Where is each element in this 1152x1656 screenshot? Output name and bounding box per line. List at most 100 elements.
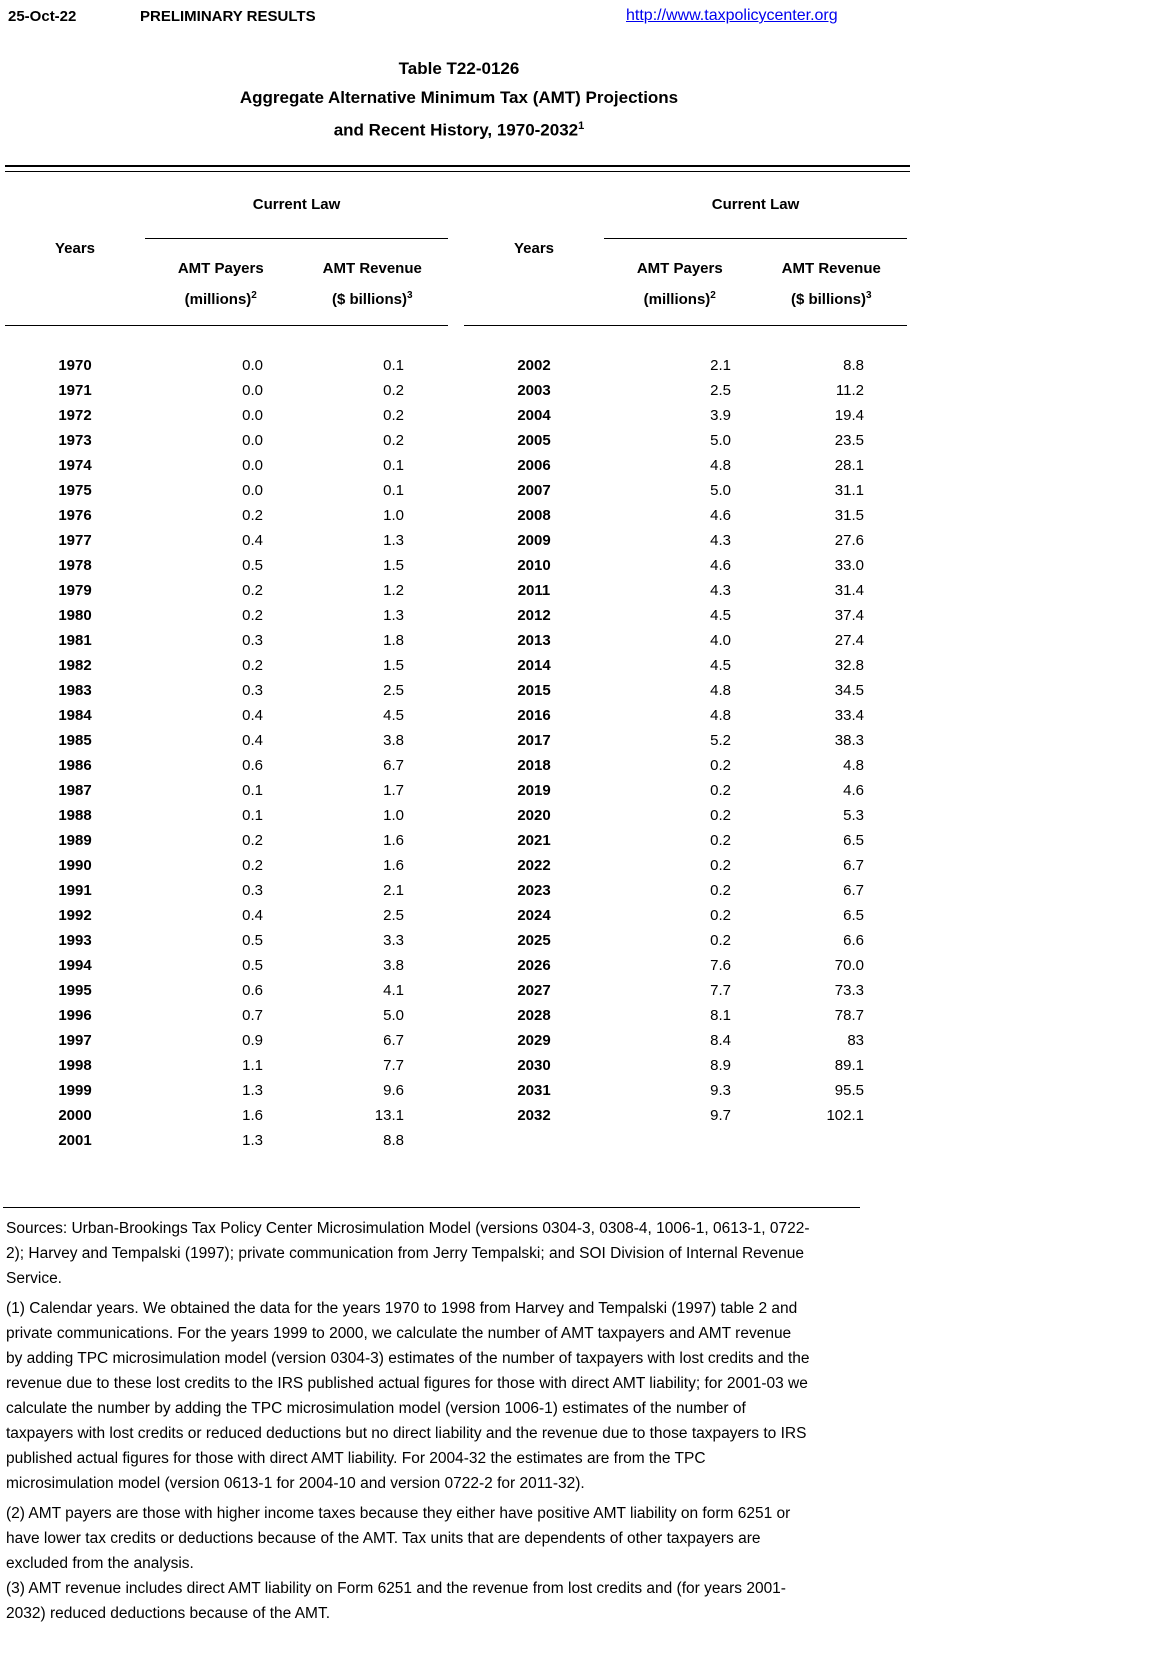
revenue-cell: 31.5	[834, 506, 864, 524]
payers-cell: 0.2	[242, 581, 263, 599]
revenue-cell: 31.4	[834, 581, 864, 599]
amt-revenue-header-right: AMT Revenue ($ billions)3	[781, 259, 881, 308]
revenue-cell: 1.7	[383, 781, 404, 799]
revenue-cell: 78.7	[834, 1006, 864, 1024]
payers-cell: 0.1	[242, 781, 263, 799]
revenue-cell: 7.7	[383, 1056, 404, 1074]
year-cell: 1992	[58, 906, 92, 924]
payers-cell: 0.0	[242, 381, 263, 399]
table-row: 1981 0.3 1.8	[5, 628, 448, 653]
payers-cell: 0.3	[242, 881, 263, 899]
revenue-cell: 31.1	[834, 481, 864, 499]
payers-cell: 0.2	[710, 906, 731, 924]
payers-cell: 0.2	[710, 856, 731, 874]
table-row: 2020 0.2 5.3	[464, 803, 907, 828]
table-row: 1971 0.0 0.2	[5, 378, 448, 403]
payers-cell: 2.1	[710, 356, 731, 374]
table-row: 2006 4.8 28.1	[464, 453, 907, 478]
year-cell: 2008	[517, 506, 551, 524]
revenue-cell: 89.1	[834, 1056, 864, 1074]
payers-cell: 0.5	[242, 556, 263, 574]
table-row: 2024 0.2 6.5	[464, 903, 907, 928]
payers-cell: 0.0	[242, 356, 263, 374]
payers-cell: 4.6	[710, 506, 731, 524]
payers-cell: 0.2	[710, 806, 731, 824]
table-row: 1978 0.5 1.5	[5, 553, 448, 578]
payers-cell: 0.0	[242, 456, 263, 474]
year-cell: 1981	[58, 631, 92, 649]
payers-cell: 0.9	[242, 1031, 263, 1049]
left-table-header: Years Current Law AMT Payers (millions)2…	[5, 172, 448, 326]
year-cell: 1990	[58, 856, 92, 874]
payers-cell: 0.2	[242, 856, 263, 874]
table-row: 1983 0.3 2.5	[5, 678, 448, 703]
table-row: 1973 0.0 0.2	[5, 428, 448, 453]
revenue-cell: 2.1	[383, 881, 404, 899]
table-row: 2011 4.3 31.4	[464, 578, 907, 603]
footnotes-block: Sources: Urban-Brookings Tax Policy Cent…	[6, 1216, 811, 1626]
right-table-header: Years Current Law AMT Payers (millions)2…	[464, 172, 907, 326]
table-row: 1990 0.2 1.6	[5, 853, 448, 878]
footnote-1: (1) Calendar years. We obtained the data…	[6, 1299, 810, 1492]
payers-cell: 8.4	[710, 1031, 731, 1049]
revenue-cell: 3.3	[383, 931, 404, 949]
payers-cell: 0.0	[242, 406, 263, 424]
table-row: 2016 4.8 33.4	[464, 703, 907, 728]
revenue-cell: 83	[847, 1031, 864, 1049]
payers-cell: 1.1	[242, 1056, 263, 1074]
payers-cell: 0.2	[710, 931, 731, 949]
table-row: 1994 0.5 3.8	[5, 953, 448, 978]
payers-cell: 0.2	[242, 606, 263, 624]
payers-cell: 0.4	[242, 531, 263, 549]
table-row: 2025 0.2 6.6	[464, 928, 907, 953]
revenue-cell: 33.0	[834, 556, 864, 574]
table-top-rule	[5, 164, 910, 172]
table-row: 2013 4.0 27.4	[464, 628, 907, 653]
year-cell: 1988	[58, 806, 92, 824]
revenue-cell: 32.8	[834, 656, 864, 674]
revenue-cell: 4.6	[843, 781, 864, 799]
table-row: 2032 9.7 102.1	[464, 1103, 907, 1128]
year-cell: 1997	[58, 1031, 92, 1049]
payers-cell: 4.3	[710, 531, 731, 549]
year-cell: 2006	[517, 456, 551, 474]
revenue-cell: 27.4	[834, 631, 864, 649]
payers-cell: 4.0	[710, 631, 731, 649]
payers-cell: 5.0	[710, 481, 731, 499]
table-row: 2031 9.3 95.5	[464, 1078, 907, 1103]
payers-cell: 4.8	[710, 681, 731, 699]
preliminary-results-label: PRELIMINARY RESULTS	[140, 8, 316, 25]
payers-cell: 0.2	[710, 881, 731, 899]
table-row: 1988 0.1 1.0	[5, 803, 448, 828]
table-row: 1992 0.4 2.5	[5, 903, 448, 928]
payers-cell: 3.9	[710, 406, 731, 424]
year-cell: 2011	[517, 581, 551, 599]
revenue-cell: 0.2	[383, 406, 404, 424]
revenue-cell: 6.7	[383, 756, 404, 774]
year-cell: 1984	[58, 706, 92, 724]
year-cell: 2013	[517, 631, 551, 649]
revenue-cell: 6.5	[843, 906, 864, 924]
taxpolicycenter-link[interactable]: http://www.taxpolicycenter.org	[626, 7, 838, 24]
payers-cell: 0.2	[242, 506, 263, 524]
table-title-line2: Aggregate Alternative Minimum Tax (AMT) …	[239, 88, 679, 107]
revenue-cell: 1.8	[383, 631, 404, 649]
revenue-cell: 3.8	[383, 731, 404, 749]
year-cell: 2004	[517, 406, 551, 424]
current-law-spanner-left: Current Law	[145, 172, 448, 239]
payers-cell: 0.2	[710, 831, 731, 849]
table-row: 1999 1.3 9.6	[5, 1078, 448, 1103]
payers-cell: 0.0	[242, 481, 263, 499]
page-header: 25-Oct-22 PRELIMINARY RESULTS http://www…	[0, 0, 1152, 34]
year-cell: 2025	[517, 931, 551, 949]
year-cell: 1982	[58, 656, 92, 674]
revenue-cell: 70.0	[834, 956, 864, 974]
table-row: 1975 0.0 0.1	[5, 478, 448, 503]
revenue-cell: 0.1	[383, 356, 404, 374]
year-cell: 2007	[517, 481, 551, 499]
year-cell: 2021	[517, 831, 551, 849]
revenue-cell: 0.1	[383, 481, 404, 499]
revenue-cell: 1.0	[383, 806, 404, 824]
year-cell: 2026	[517, 956, 551, 974]
revenue-cell: 6.7	[843, 856, 864, 874]
